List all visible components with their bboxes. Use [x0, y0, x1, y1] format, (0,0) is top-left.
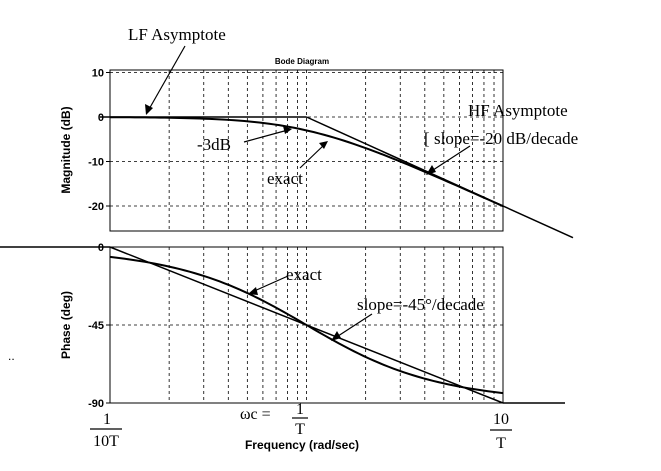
- magnitude-y-tick-label: -20: [88, 201, 104, 213]
- phase-y-tick-label: -90: [88, 398, 104, 410]
- x-tick-left-numerator: 1: [103, 411, 111, 428]
- magnitude-y-ticks: 10 0 -10 -20: [88, 68, 110, 213]
- phase-grid: [110, 247, 503, 403]
- phase-series: [0, 246, 565, 404]
- x-tick-mid-denominator: T: [295, 421, 305, 438]
- x-tick-mid-numerator: 1: [296, 401, 304, 418]
- magnitude-y-label: Magnitude (dB): [59, 106, 73, 193]
- magnitude-y-tick-label: 0: [98, 112, 104, 124]
- phase-y-ticks: 0 -45 -90: [88, 242, 110, 410]
- x-tick-right-denominator: T: [496, 435, 506, 452]
- margin-mark: ..: [8, 349, 15, 363]
- phase-y-label: Phase (deg): [59, 291, 73, 359]
- phase-exact-arrowhead: [248, 287, 258, 295]
- x-tick-left-denominator: 10T: [93, 433, 119, 450]
- hf-slope-bracket: [: [424, 129, 430, 148]
- phase-exact-label: exact: [286, 265, 322, 284]
- x-axis-label: Frequency (rad/sec): [245, 438, 359, 452]
- minus-3db-arrowhead: [283, 126, 292, 134]
- phase-slope-arrowhead: [331, 331, 341, 341]
- minus-3db-label: -3dB: [197, 135, 231, 154]
- hf-slope-arrowhead: [426, 165, 436, 175]
- magnitude-exact-arrowhead: [319, 141, 328, 149]
- phase-slope-label: slope=-45°/decade: [357, 295, 484, 314]
- magnitude-series: [100, 116, 574, 239]
- lf-asymptote-arrowhead: [145, 104, 153, 115]
- phase-asymptote-line: [109, 246, 504, 404]
- magnitude-y-tick-label: 10: [92, 68, 104, 80]
- hf-asymptote-line: [306, 116, 574, 239]
- magnitude-exact-pointer: [299, 143, 326, 169]
- phase-exact-pointer: [251, 275, 289, 293]
- hf-slope-label: slope=-20 dB/decade: [434, 129, 578, 148]
- phase-y-tick-label: 0: [98, 242, 104, 254]
- omega-c-label: ωc =: [240, 406, 271, 423]
- magnitude-exact-line: [109, 116, 504, 208]
- chart-title: Bode Diagram: [275, 57, 329, 66]
- lf-asymptote-pointer: [147, 45, 186, 112]
- hf-slope-pointer: [429, 145, 471, 173]
- phase-y-tick-label: -45: [88, 320, 104, 332]
- lf-asymptote-label: LF Asymptote: [128, 25, 226, 44]
- magnitude-grid: [110, 70, 503, 231]
- hf-asymptote-label: HF Asymptote: [468, 101, 568, 120]
- x-tick-right-numerator: 10: [493, 411, 509, 428]
- magnitude-y-tick-label: -10: [88, 157, 104, 169]
- magnitude-exact-label: exact: [267, 169, 303, 188]
- minus-3db-pointer: [243, 129, 289, 143]
- phase-slope-pointer: [334, 313, 373, 339]
